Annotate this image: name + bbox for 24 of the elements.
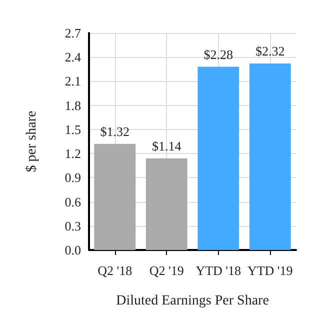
data-label: $2.28 xyxy=(204,46,233,62)
data-label: $2.32 xyxy=(256,44,285,59)
y-tick-label: 2.7 xyxy=(64,26,82,40)
y-tick-label: 2.4 xyxy=(64,50,82,65)
x-tick-label: Q2 '18 xyxy=(98,263,132,278)
y-tick-label: 0.6 xyxy=(64,194,82,210)
data-label: $1.14 xyxy=(152,138,182,154)
y-tick-label: 1.8 xyxy=(64,98,81,113)
y-tick-label: 0.3 xyxy=(64,218,81,234)
x-tick-label: YTD '18 xyxy=(196,263,242,278)
data-label: $1.32 xyxy=(100,124,130,139)
bar xyxy=(146,158,188,250)
y-tick-label: 0.9 xyxy=(64,170,81,186)
x-tick-label: Q2 '19 xyxy=(149,263,184,278)
bar xyxy=(94,144,136,250)
y-tick-label: 1.5 xyxy=(64,122,81,137)
y-axis-title: $ per share xyxy=(24,110,40,172)
bar xyxy=(198,66,240,250)
x-tick-label: YTD '19 xyxy=(247,263,293,278)
y-tick-label: 0.0 xyxy=(64,242,81,258)
bar xyxy=(249,64,291,250)
y-tick-label: 2.1 xyxy=(64,74,81,89)
x-axis-title: Diluted Earnings Per Share xyxy=(116,294,269,308)
y-tick-label: 1.2 xyxy=(64,146,81,162)
